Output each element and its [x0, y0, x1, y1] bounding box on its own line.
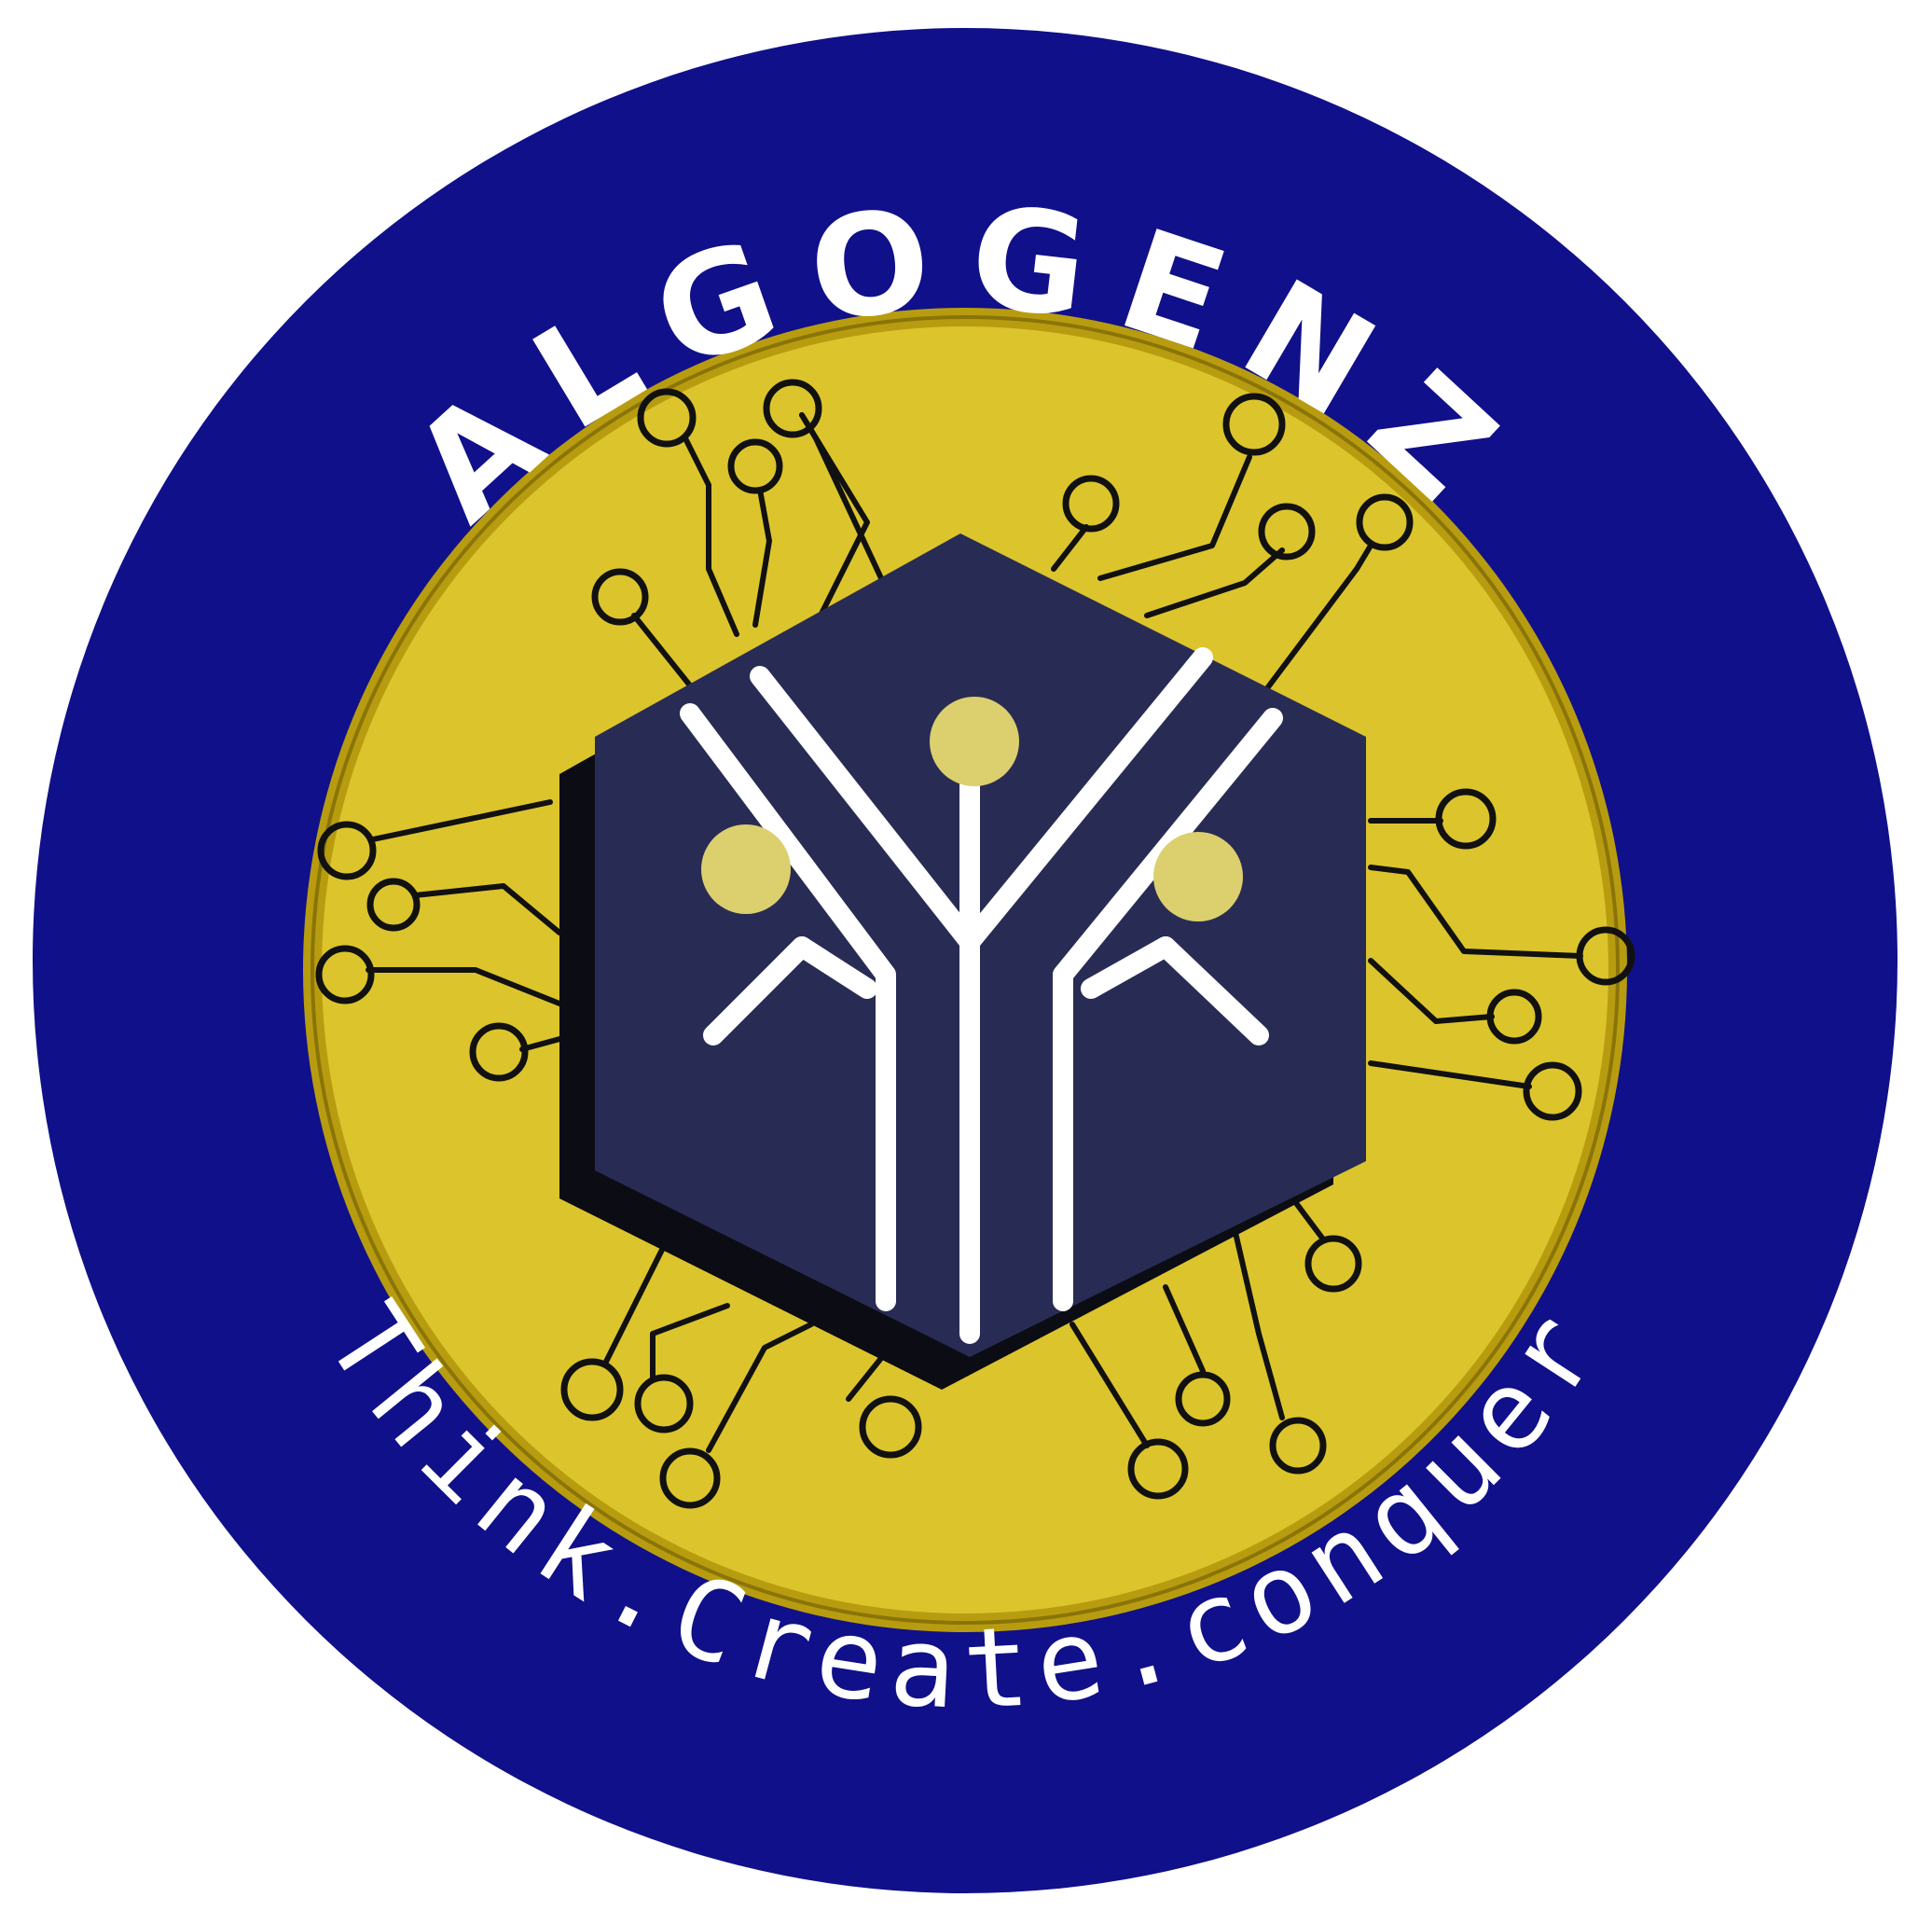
figure-heads [701, 697, 1243, 921]
circuit-traces [366, 412, 1583, 1453]
hexagon-cube [559, 533, 1366, 1390]
tree-emblem [680, 647, 1283, 1344]
circuit-nodes [315, 379, 1635, 1509]
